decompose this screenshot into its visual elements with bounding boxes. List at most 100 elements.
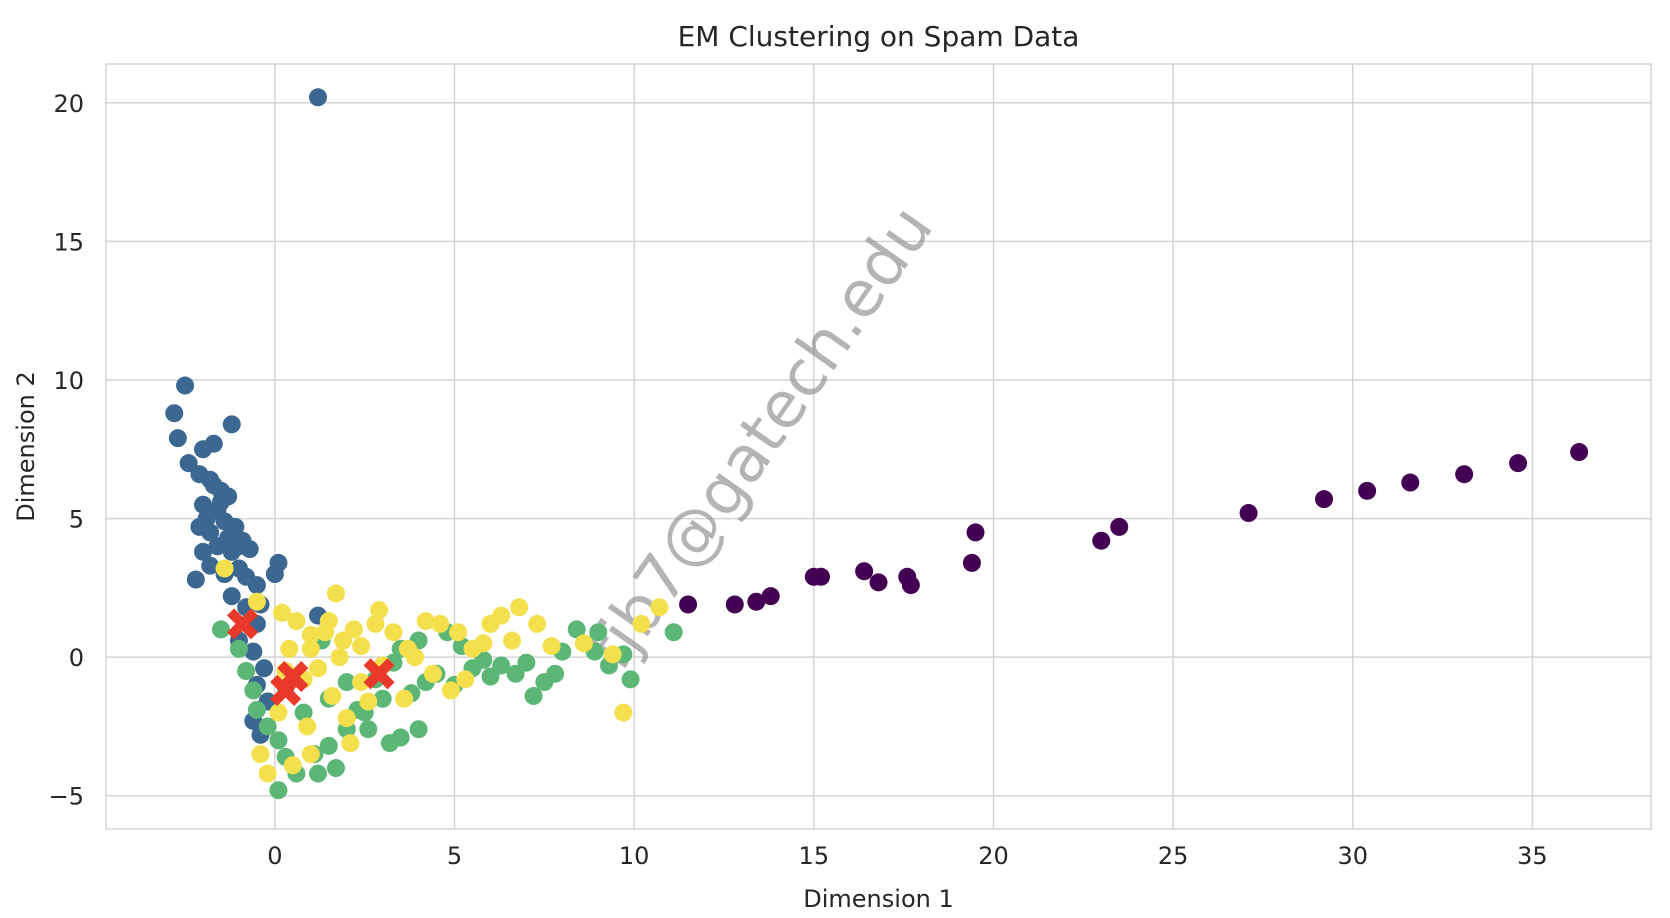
- y-tick-label: 15: [53, 228, 84, 256]
- data-point: [366, 614, 385, 633]
- data-point: [603, 645, 622, 664]
- data-point: [265, 565, 284, 583]
- data-point: [542, 637, 561, 656]
- data-point: [1315, 490, 1334, 509]
- x-tick-label: 30: [1338, 842, 1369, 870]
- grid: [106, 64, 1651, 829]
- data-point: [211, 492, 230, 511]
- data-point: [503, 631, 522, 650]
- data-point: [492, 656, 511, 675]
- data-point: [179, 454, 198, 473]
- x-tick-label: 20: [978, 842, 1009, 870]
- chart-title: EM Clustering on Spam Data: [678, 20, 1080, 53]
- data-point: [395, 689, 414, 708]
- data-point: [326, 584, 345, 603]
- x-tick-label: 10: [619, 842, 650, 870]
- data-point: [330, 648, 349, 667]
- data-point: [589, 623, 608, 642]
- data-point: [287, 612, 306, 631]
- data-point: [409, 720, 428, 739]
- data-point: [812, 567, 831, 586]
- data-point: [510, 598, 529, 617]
- data-point: [370, 601, 389, 620]
- data-point: [247, 592, 266, 611]
- data-point: [901, 576, 920, 595]
- data-point: [869, 573, 888, 592]
- data-point: [211, 620, 230, 639]
- data-point: [334, 631, 353, 650]
- data-point: [855, 562, 874, 581]
- data-point: [237, 567, 256, 586]
- data-point: [1455, 465, 1474, 484]
- data-point: [416, 612, 435, 631]
- data-point: [337, 673, 356, 692]
- data-point: [258, 717, 277, 736]
- y-axis-label: Dimension 2: [12, 371, 40, 521]
- data-point: [761, 587, 780, 606]
- data-point: [1570, 443, 1589, 462]
- data-point: [283, 756, 302, 775]
- data-point: [373, 689, 392, 708]
- data-point: [298, 717, 317, 736]
- data-point: [222, 415, 241, 434]
- data-point: [301, 625, 320, 644]
- data-point: [492, 606, 511, 625]
- data-point: [632, 614, 651, 633]
- data-point: [229, 537, 248, 556]
- data-point: [1358, 481, 1377, 500]
- data-point: [474, 634, 493, 653]
- data-points: [165, 88, 1589, 800]
- data-point: [352, 637, 371, 656]
- data-point: [301, 639, 320, 658]
- data-point: [337, 709, 356, 728]
- data-point: [1509, 454, 1528, 473]
- data-point: [319, 736, 338, 755]
- centroid-marker: [226, 608, 259, 640]
- data-point: [1239, 504, 1258, 523]
- data-point: [251, 745, 270, 764]
- y-tick-label: 10: [53, 367, 84, 395]
- centroid-marker: [363, 658, 395, 690]
- data-point: [567, 620, 586, 639]
- data-point: [229, 639, 248, 658]
- data-point: [280, 639, 299, 658]
- centroid-markers: [226, 608, 395, 706]
- data-point: [273, 603, 292, 622]
- data-point: [664, 623, 683, 642]
- data-point: [190, 517, 209, 536]
- y-tick-label: 20: [53, 90, 84, 118]
- data-point: [316, 623, 335, 642]
- x-tick-label: 5: [447, 842, 462, 870]
- x-tick-label: 35: [1517, 842, 1548, 870]
- data-point: [679, 595, 698, 614]
- x-tick-label: 15: [799, 842, 830, 870]
- data-point: [524, 686, 543, 705]
- data-point: [431, 614, 450, 633]
- data-point: [359, 720, 378, 739]
- data-point: [294, 703, 313, 722]
- data-point: [614, 703, 633, 722]
- data-point: [255, 659, 274, 678]
- data-point: [406, 648, 424, 667]
- data-point: [269, 703, 288, 722]
- plot-frame: [105, 63, 1652, 830]
- data-point: [326, 759, 345, 778]
- data-point: [725, 595, 744, 614]
- data-point: [168, 429, 187, 448]
- data-point: [165, 404, 184, 423]
- data-point: [423, 664, 442, 683]
- data-point: [237, 662, 256, 681]
- data-point: [301, 745, 320, 764]
- data-point: [391, 728, 410, 747]
- data-point: [269, 731, 288, 750]
- data-point: [449, 623, 468, 642]
- data-point: [222, 587, 241, 606]
- data-point: [186, 570, 205, 589]
- data-point: [244, 642, 263, 661]
- centroid-marker: [270, 674, 302, 706]
- y-tick-label: 0: [69, 644, 84, 672]
- data-point: [247, 700, 266, 719]
- data-point: [308, 764, 327, 783]
- data-point: [474, 650, 493, 669]
